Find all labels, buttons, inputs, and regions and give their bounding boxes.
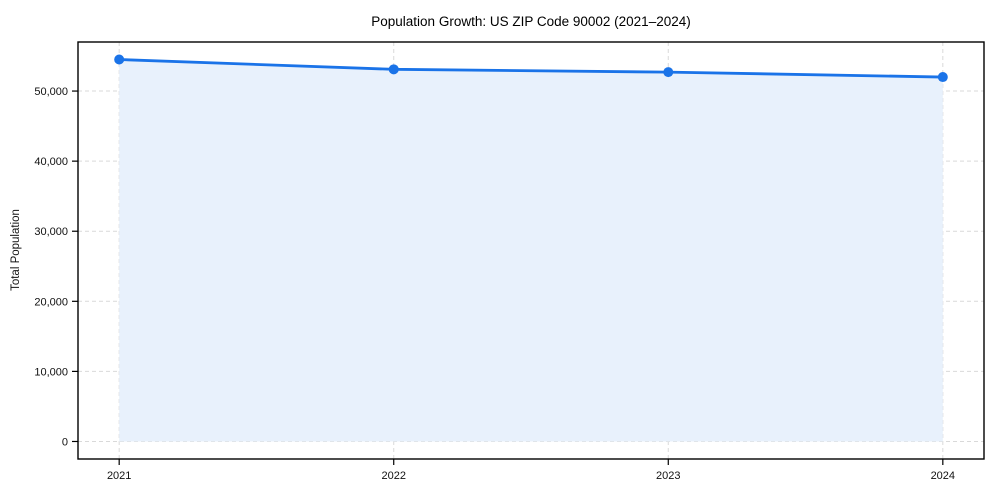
y-tick-label: 20,000 — [34, 296, 68, 308]
x-tick-label: 2022 — [381, 470, 405, 482]
y-tick-label: 30,000 — [34, 226, 68, 238]
data-point-2024 — [937, 72, 948, 83]
y-tick-label: 10,000 — [34, 366, 68, 378]
data-points — [114, 54, 948, 83]
data-point-2023 — [663, 67, 674, 78]
plot-border-rect — [77, 41, 985, 460]
plot-border — [77, 41, 985, 460]
data-point-2021 — [114, 54, 125, 65]
trend-line — [117, 58, 945, 79]
area-fill-shape — [119, 59, 943, 442]
y-tick-label: 40,000 — [34, 156, 68, 168]
y-tick-label: 50,000 — [34, 86, 68, 98]
x-tick-label: 2021 — [107, 470, 131, 482]
data-point-2022 — [388, 64, 399, 75]
x-axis-ticks: 2021 2022 2023 2024 — [107, 459, 955, 482]
x-tick-label: 2023 — [656, 470, 680, 482]
y-axis-label: Total Population — [10, 209, 22, 291]
area-fill — [119, 59, 943, 442]
trend-line-path — [117, 58, 945, 79]
chart-title: Population Growth: US ZIP Code 90002 (20… — [371, 14, 690, 29]
x-tick-label: 2024 — [931, 470, 955, 482]
y-axis-ticks: 0 10,000 20,000 30,000 40,000 50,000 — [34, 86, 78, 448]
y-tick-label: 0 — [62, 436, 68, 448]
